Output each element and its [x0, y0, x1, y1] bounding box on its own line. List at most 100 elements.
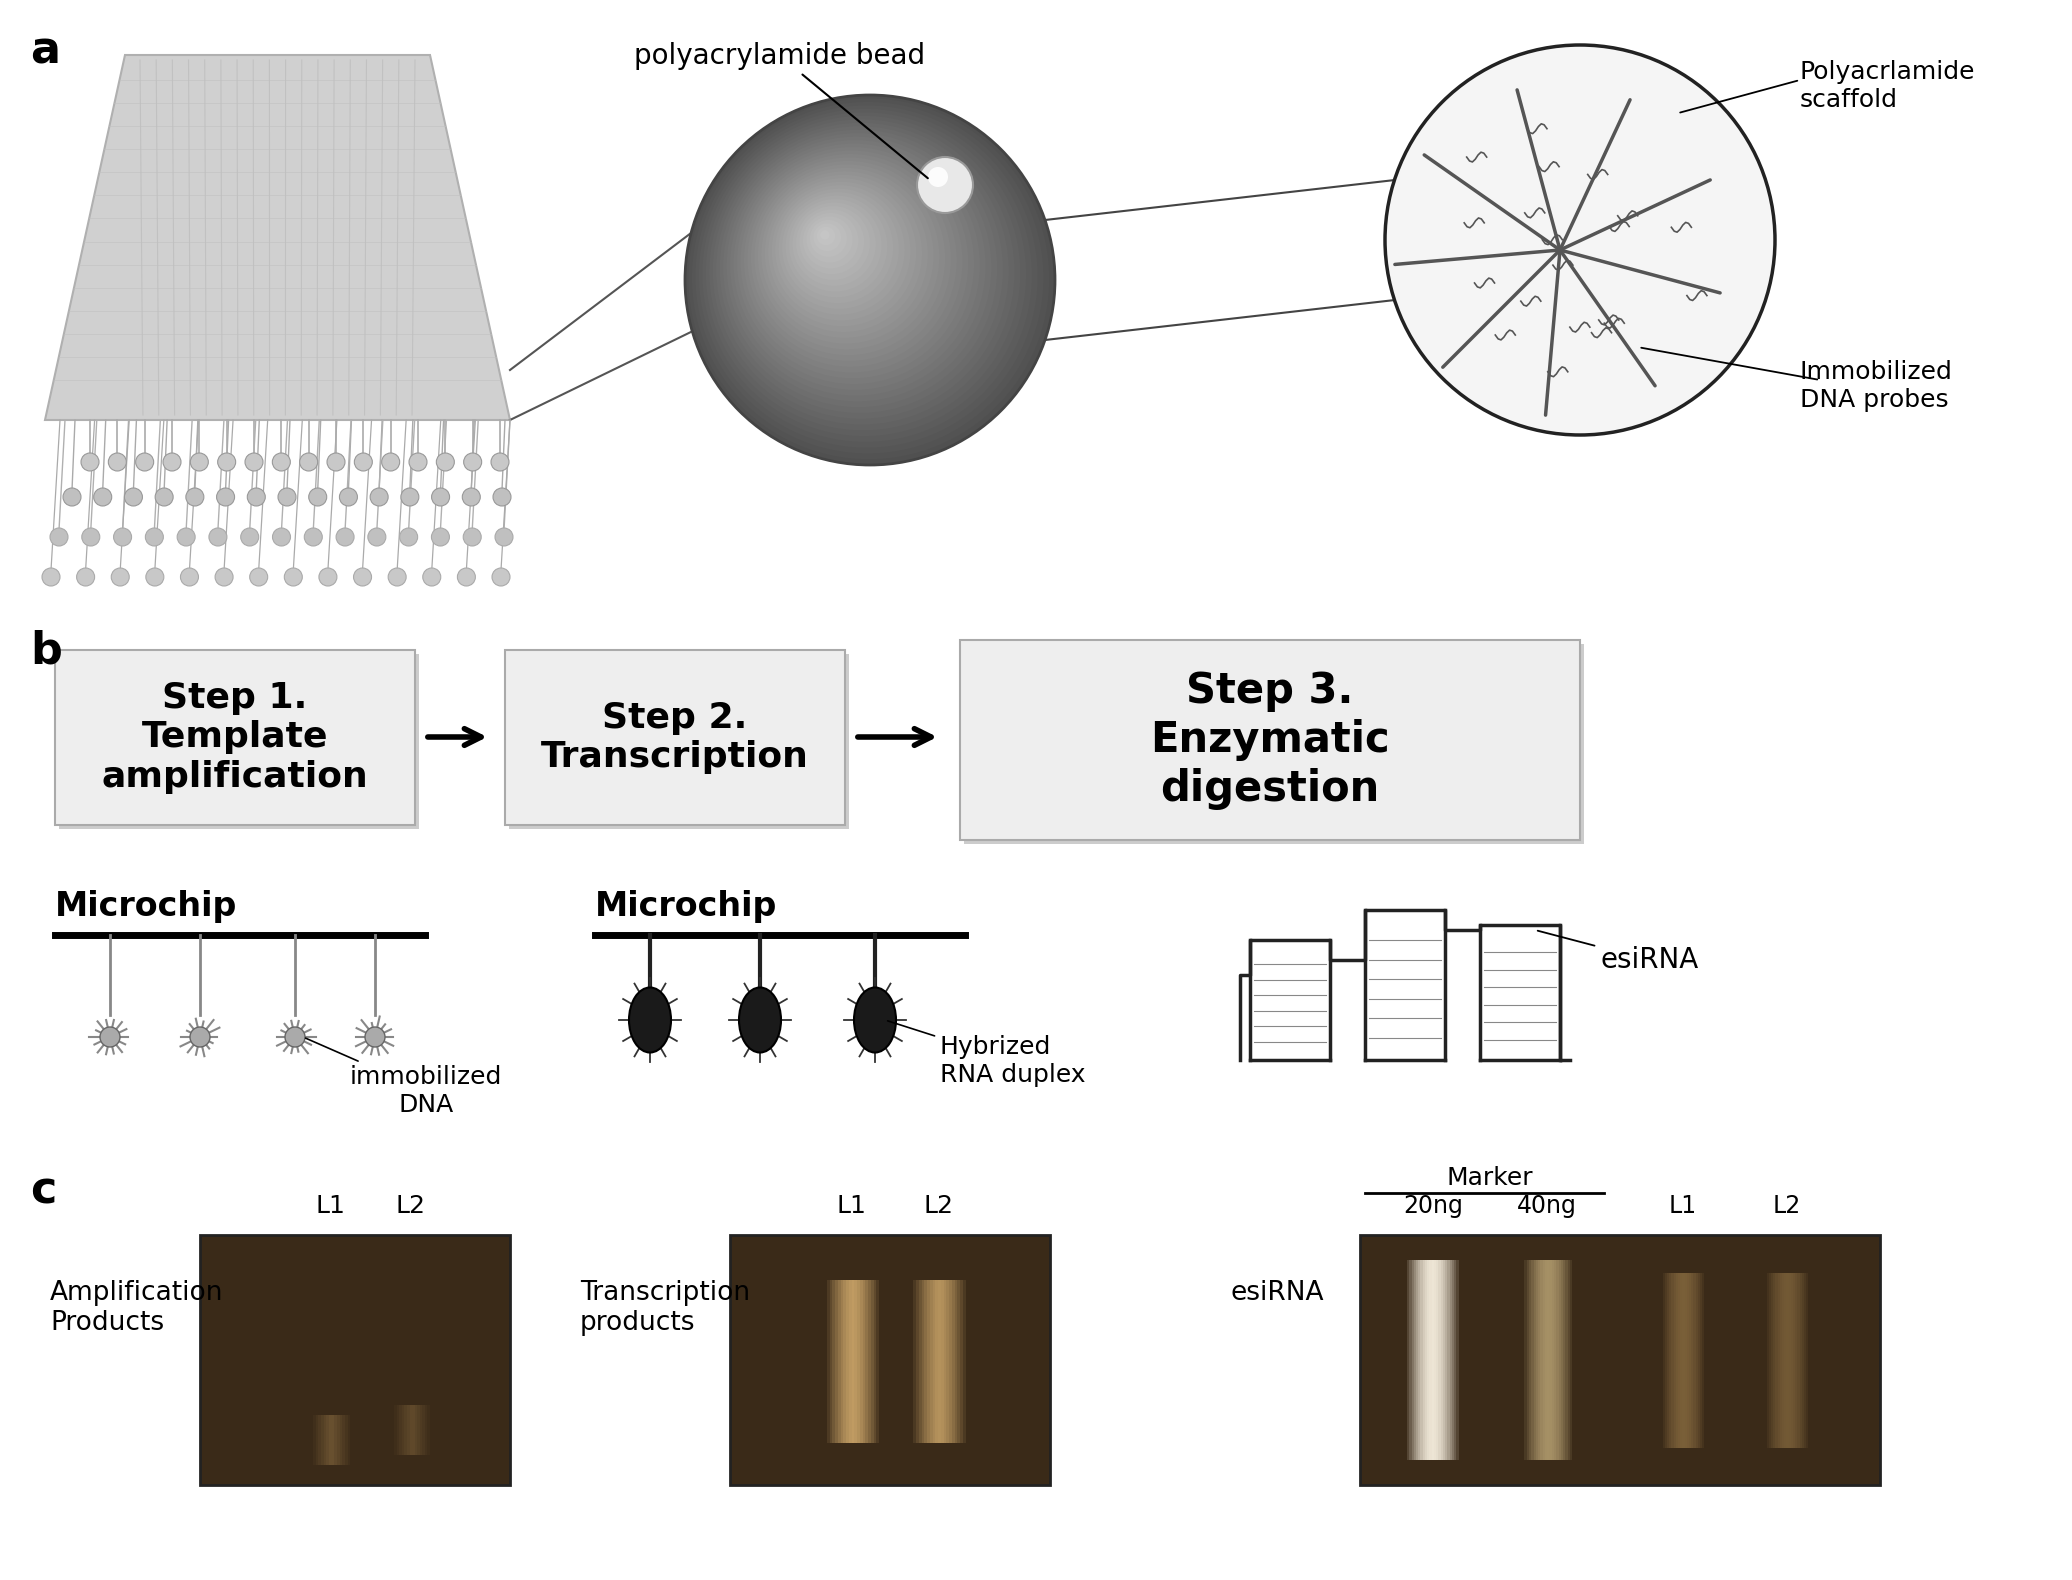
Bar	[1697, 1272, 1699, 1447]
Circle shape	[727, 136, 986, 395]
Bar	[1560, 1259, 1562, 1460]
Circle shape	[491, 567, 510, 586]
Bar	[1674, 1272, 1676, 1447]
Bar	[1796, 1272, 1801, 1447]
Bar	[1662, 1272, 1664, 1447]
Bar	[1769, 1272, 1772, 1447]
Bar	[1780, 1272, 1782, 1447]
Bar	[825, 1280, 827, 1443]
Bar	[1664, 1272, 1668, 1447]
Text: L1: L1	[315, 1194, 346, 1218]
Bar	[400, 1405, 402, 1455]
Bar	[323, 1416, 325, 1465]
Bar	[1699, 1272, 1703, 1447]
Bar	[410, 1405, 412, 1455]
Bar	[1670, 1272, 1672, 1447]
Circle shape	[750, 161, 945, 356]
Text: L2: L2	[922, 1194, 953, 1218]
Bar	[1784, 1272, 1786, 1447]
Bar	[1695, 1272, 1697, 1447]
Bar	[1409, 1259, 1411, 1460]
Bar	[1359, 1236, 1879, 1485]
Bar	[1457, 1259, 1459, 1460]
Text: Step 3.
Enzymatic
digestion: Step 3. Enzymatic digestion	[1150, 670, 1390, 809]
Bar	[1444, 1259, 1448, 1460]
Bar	[876, 1280, 879, 1443]
Circle shape	[792, 202, 876, 286]
Bar	[1450, 1259, 1452, 1460]
Circle shape	[437, 453, 454, 471]
Bar	[874, 1280, 876, 1443]
Circle shape	[686, 95, 1055, 465]
Bar	[870, 1280, 874, 1443]
FancyBboxPatch shape	[959, 640, 1581, 841]
Bar	[924, 1280, 926, 1443]
Circle shape	[464, 453, 481, 471]
Bar	[1436, 1259, 1438, 1460]
Circle shape	[723, 133, 990, 401]
Text: Microchip: Microchip	[595, 890, 777, 923]
Circle shape	[155, 488, 174, 506]
Bar	[427, 1405, 429, 1455]
Bar	[827, 1280, 829, 1443]
Bar	[1556, 1259, 1558, 1460]
Circle shape	[789, 199, 881, 292]
Circle shape	[215, 567, 232, 586]
Text: esiRNA: esiRNA	[1537, 931, 1699, 973]
Text: Hybrized
RNA duplex: Hybrized RNA duplex	[887, 1021, 1086, 1087]
Circle shape	[77, 567, 95, 586]
Circle shape	[209, 528, 228, 547]
Bar	[1569, 1259, 1571, 1460]
Bar	[868, 1280, 870, 1443]
Bar	[932, 1280, 934, 1443]
Bar	[425, 1405, 427, 1455]
Bar	[1803, 1272, 1805, 1447]
Circle shape	[240, 528, 259, 547]
Circle shape	[164, 453, 180, 471]
Text: immobilized
DNA: immobilized DNA	[305, 1038, 501, 1117]
Circle shape	[458, 567, 474, 586]
Text: Immobilized
DNA probes: Immobilized DNA probes	[1801, 360, 1954, 412]
Text: a: a	[29, 30, 60, 73]
Bar	[332, 1416, 334, 1465]
Polygon shape	[46, 55, 510, 420]
Bar	[939, 1280, 941, 1443]
Circle shape	[284, 567, 303, 586]
Circle shape	[369, 528, 385, 547]
Bar	[1407, 1259, 1409, 1460]
Circle shape	[41, 567, 60, 586]
Bar	[835, 1280, 837, 1443]
Text: Marker: Marker	[1446, 1166, 1533, 1190]
Circle shape	[112, 567, 128, 586]
Bar	[1687, 1272, 1689, 1447]
Bar	[1440, 1259, 1442, 1460]
Bar	[1432, 1259, 1434, 1460]
Bar	[1413, 1259, 1415, 1460]
Bar	[1423, 1259, 1426, 1460]
Circle shape	[176, 528, 195, 547]
Bar	[406, 1405, 410, 1455]
Circle shape	[758, 167, 934, 343]
Bar	[862, 1280, 866, 1443]
Circle shape	[50, 528, 68, 547]
Bar	[313, 1416, 315, 1465]
Bar	[1421, 1259, 1423, 1460]
Circle shape	[1384, 44, 1776, 435]
Circle shape	[733, 144, 974, 384]
Bar	[1535, 1259, 1537, 1460]
Circle shape	[300, 453, 317, 471]
Circle shape	[400, 488, 419, 506]
Bar	[1660, 1272, 1662, 1447]
Bar	[943, 1280, 947, 1443]
Bar	[959, 1280, 963, 1443]
Circle shape	[696, 106, 1038, 447]
Bar	[342, 1416, 344, 1465]
Circle shape	[740, 150, 963, 373]
Circle shape	[781, 193, 893, 303]
Bar	[1539, 1259, 1544, 1460]
Bar	[416, 1405, 421, 1455]
Bar	[829, 1280, 833, 1443]
Circle shape	[108, 453, 126, 471]
Bar	[1564, 1259, 1569, 1460]
FancyBboxPatch shape	[56, 649, 414, 825]
